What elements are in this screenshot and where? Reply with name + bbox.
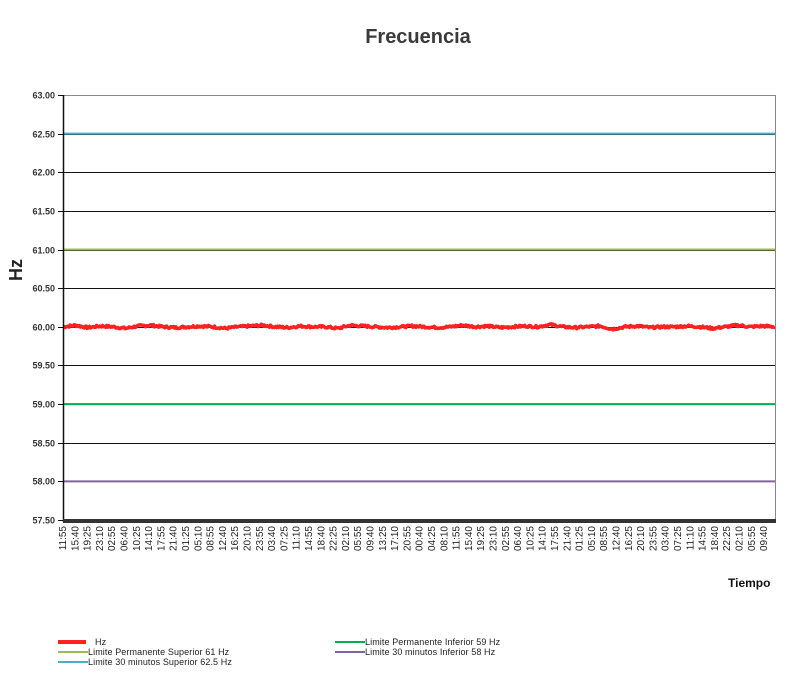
hz-line (62, 321, 777, 332)
legend-swatch (58, 661, 88, 663)
x-tick-label: 02:55 (107, 526, 118, 551)
x-tick-label: 19:25 (476, 526, 487, 551)
limit-lines (63, 132, 775, 483)
y-tick-label: 58.00 (32, 477, 55, 487)
x-tick-label: 10:25 (525, 526, 536, 551)
x-tick-label: 11:10 (292, 526, 303, 551)
x-tick-label: 20:10 (636, 526, 647, 551)
x-tick-label: 10:25 (132, 526, 143, 551)
x-tick-label: 04:25 (427, 526, 438, 551)
x-tick-label: 16:25 (230, 526, 241, 551)
x-tick-label: 13:25 (378, 526, 389, 551)
legend-label: Limite Permanente Inferior 59 Hz (365, 637, 501, 647)
x-tick-label: 12:40 (612, 526, 623, 551)
x-tick-label: 23:55 (648, 526, 659, 551)
x-tick-label: 14:55 (698, 526, 709, 551)
x-tick-label: 14:10 (538, 526, 549, 551)
y-tick-label: 59.50 (32, 361, 55, 371)
legend-swatch (58, 640, 86, 644)
x-tick-label: 01:25 (181, 526, 192, 551)
y-tick-label: 61.00 (32, 246, 55, 256)
x-tick-label: 16:25 (624, 526, 635, 551)
x-tick-label: 23:55 (255, 526, 266, 551)
legend-label: Hz (95, 637, 107, 647)
gridlines (63, 95, 775, 482)
x-tick-label: 17:10 (390, 526, 401, 551)
hz-series (62, 321, 777, 332)
legend-label: Limite 30 minutos Inferior 58 Hz (365, 647, 496, 657)
x-tick-label: 14:55 (304, 526, 315, 551)
x-tick-label: 23:10 (489, 526, 500, 551)
x-tick-label: 17:55 (156, 526, 167, 551)
x-tick-label: 02:55 (501, 526, 512, 551)
x-tick-label: 07:25 (673, 526, 684, 551)
x-tick-label: 22:25 (329, 526, 340, 551)
y-tick-label: 57.50 (32, 516, 55, 526)
x-tick-label: 21:40 (562, 526, 573, 551)
x-tick-label: 18:40 (316, 526, 327, 551)
plot-area: 63.00 62.50 62.00 61.50 61.00 60.50 60.00 59.50… (32, 91, 777, 551)
x-tick-label: 02:10 (341, 526, 352, 551)
y-tick-label: 62.00 (32, 168, 55, 178)
x-tick-label: 01:25 (575, 526, 586, 551)
x-tick-label: 15:40 (70, 526, 81, 551)
x-tick-label: 19:25 (83, 526, 94, 551)
legend-label: Limite Permanente Superior 61 Hz (88, 647, 230, 657)
x-tick-label: 21:40 (169, 526, 180, 551)
y-tick-label: 58.50 (32, 439, 55, 449)
x-tick-label: 22:25 (722, 526, 733, 551)
y-tick-label: 61.50 (32, 207, 55, 217)
y-tick-label: 60.00 (32, 323, 55, 333)
axes (58, 95, 776, 523)
x-tick-label: 06:40 (513, 526, 524, 551)
chart-title: Frecuencia (365, 26, 471, 48)
y-tick-label: 63.00 (32, 91, 55, 101)
x-tick-label: 11:10 (685, 526, 696, 551)
x-axis-line (63, 519, 776, 523)
x-tick-label: 05:55 (747, 526, 758, 551)
legend-swatch (58, 651, 88, 653)
x-tick-label: 05:10 (587, 526, 598, 551)
x-tick-label: 23:10 (95, 526, 106, 551)
x-tick-label: 12:40 (218, 526, 229, 551)
x-tick-label: 20:55 (402, 526, 413, 551)
x-tick-labels: 11:55 15:40 19:25 23:10 02:55 06:40 10:25 14:10… (58, 526, 770, 551)
x-tick-label: 05:55 (353, 526, 364, 551)
x-tick-label: 09:40 (366, 526, 377, 551)
x-tick-label: 11:55 (58, 526, 69, 551)
legend-swatch (335, 651, 365, 653)
x-tick-label: 09:40 (759, 526, 770, 551)
y-tick-label: 60.50 (32, 284, 55, 294)
legend-label: Limite 30 minutos Superior 62.5 Hz (88, 657, 232, 667)
x-tick-label: 02:10 (735, 526, 746, 551)
x-tick-label: 18:40 (710, 526, 721, 551)
x-tick-label: 08:55 (599, 526, 610, 551)
x-tick-label: 00:40 (415, 526, 426, 551)
x-tick-label: 08:10 (439, 526, 450, 551)
x-tick-label: 11:55 (452, 526, 463, 551)
x-tick-label: 14:10 (144, 526, 155, 551)
x-tick-label: 05:10 (193, 526, 204, 551)
x-tick-label: 15:40 (464, 526, 475, 551)
y-tick-label: 62.50 (32, 130, 55, 140)
x-tick-label: 03:40 (661, 526, 672, 551)
y-tick-labels: 63.00 62.50 62.00 61.50 61.00 60.50 60.00 59.50… (32, 91, 55, 526)
x-tick-label: 06:40 (120, 526, 131, 551)
x-axis-label: Tiempo (728, 576, 771, 590)
x-tick-label: 08:55 (206, 526, 217, 551)
x-tick-label: 03:40 (267, 526, 278, 551)
x-tick-label: 07:25 (279, 526, 290, 551)
x-tick-label: 17:55 (550, 526, 561, 551)
y-tick-label: 59.00 (32, 400, 55, 410)
legend-swatch (335, 641, 365, 643)
x-tick-label: 20:10 (243, 526, 254, 551)
